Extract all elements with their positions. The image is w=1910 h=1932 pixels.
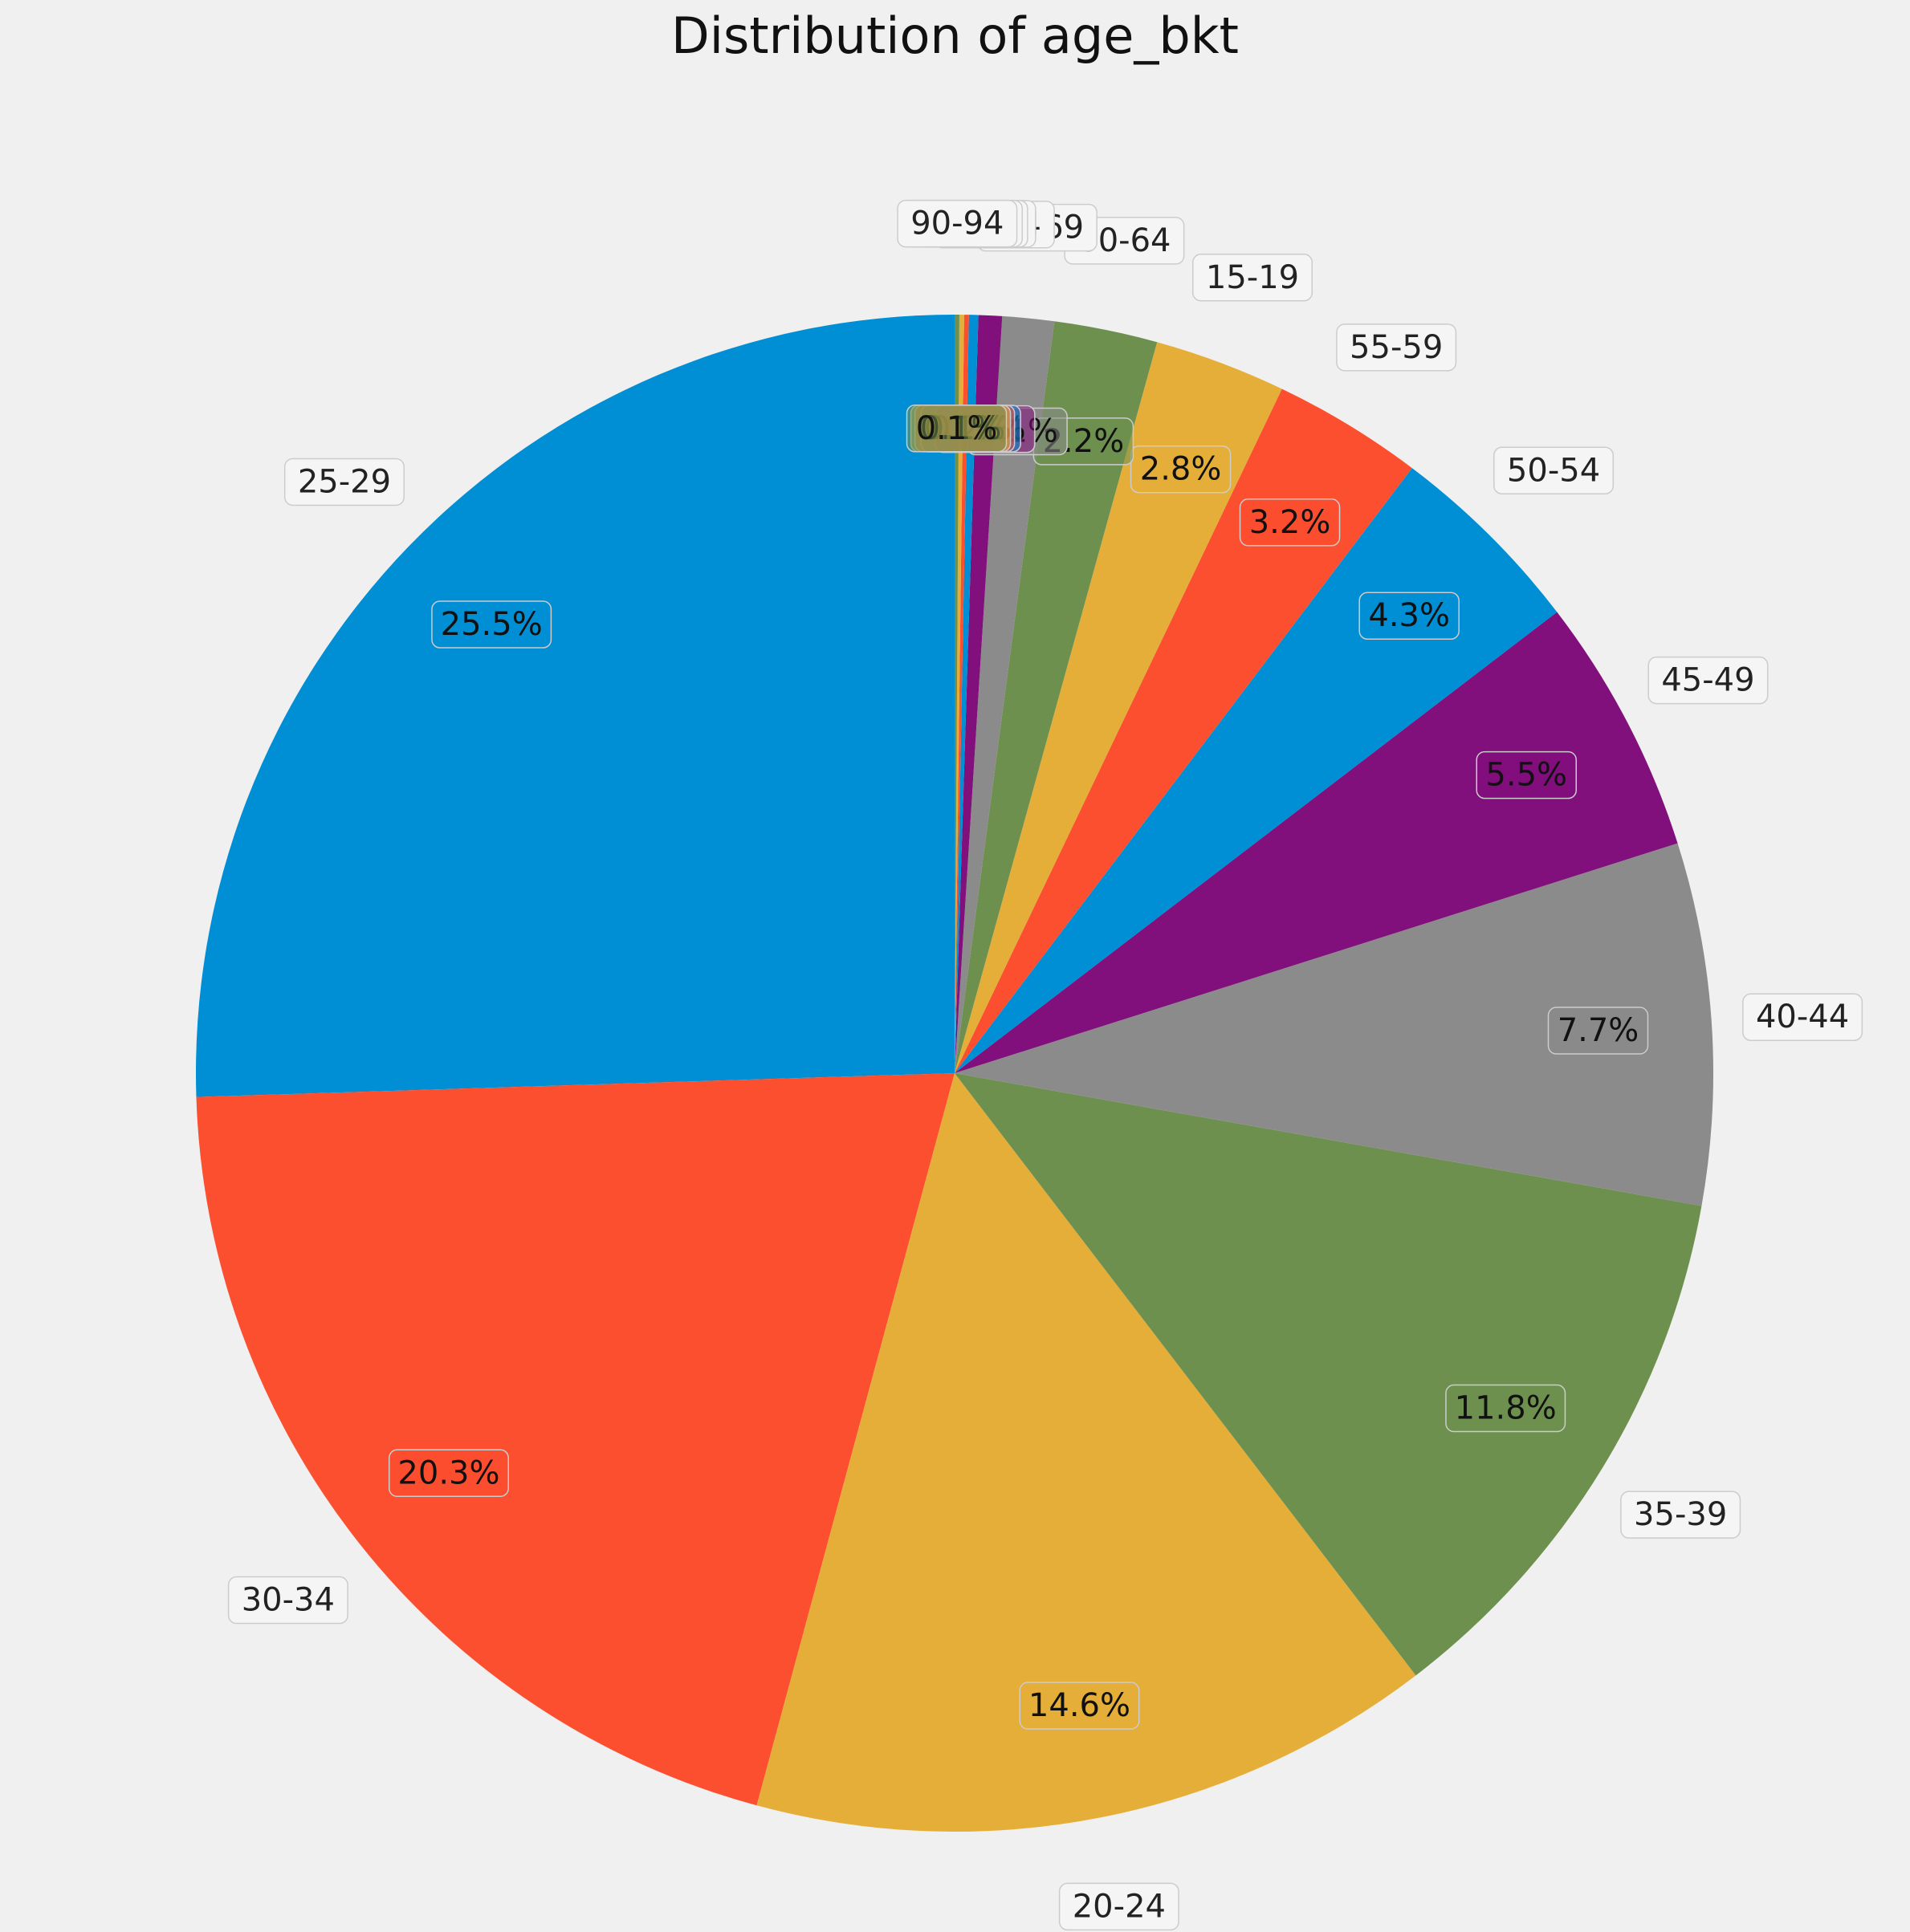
slice-label-30-34-box	[227, 1576, 348, 1625]
pct-label-55-59: 3.2%	[1239, 498, 1341, 547]
slice-label-15-19-box	[1192, 254, 1313, 302]
pie-slice-55-59	[955, 388, 1412, 1073]
pct-label-50-54-text: 4.3%	[1368, 597, 1450, 634]
pct-label-35-39-box	[1445, 1384, 1566, 1433]
slice-label-90-94: 90-94	[897, 199, 1018, 248]
slice-label-15-19: 15-19	[1192, 254, 1313, 302]
chart-title: Distribution of age_bkt	[671, 6, 1239, 65]
pct-label-55-59-text: 3.2%	[1249, 504, 1331, 541]
slice-label-90-94-text: 90-94	[910, 205, 1004, 242]
slice-label-25-29-text: 25-29	[298, 463, 391, 500]
pie-slices	[196, 315, 1713, 1832]
pie-slice-80-84	[955, 315, 969, 1074]
pct-label-20-24-box	[1019, 1682, 1140, 1730]
slice-label-35-39-box	[1620, 1491, 1741, 1539]
pct-label-15-19: 2.8%	[1130, 445, 1232, 494]
slice-label-45-49-box	[1647, 656, 1769, 705]
slice-label-90-94-box	[897, 199, 1018, 248]
pie-slice-60-64	[955, 321, 1158, 1073]
slice-label-50-54-text: 50-54	[1507, 452, 1600, 489]
pie-slice-25-29	[196, 315, 955, 1097]
slice-label-45-49: 45-49	[1647, 656, 1769, 705]
pct-label-55-59-box	[1239, 498, 1341, 547]
pct-label-30-34-text: 20.3%	[397, 1454, 499, 1491]
slice-label-55-59: 55-59	[1336, 323, 1457, 372]
pct-label-50-54-box	[1358, 592, 1460, 640]
slice-label-50-54: 50-54	[1493, 446, 1615, 495]
pie-slice-30-34	[196, 1073, 955, 1806]
slice-label-50-54-box	[1493, 446, 1615, 495]
pct-label-40-44-box	[1547, 1007, 1649, 1055]
slice-label-40-44-text: 40-44	[1756, 999, 1849, 1035]
pie-slice-70-74	[955, 315, 1003, 1073]
pie-slice-20-24	[756, 1073, 1416, 1832]
pct-label-25-29-text: 25.5%	[441, 606, 543, 643]
pct-label-45-49-text: 5.5%	[1485, 757, 1567, 794]
slice-label-35-39: 35-39	[1620, 1491, 1741, 1539]
pct-label-35-39-text: 11.8%	[1455, 1390, 1557, 1427]
slice-label-20-24-text: 20-24	[1073, 1888, 1166, 1925]
pct-label-30-34-box	[388, 1449, 509, 1498]
pct-label-40-44-text: 7.7%	[1558, 1012, 1639, 1049]
pct-label-20-24: 14.6%	[1019, 1682, 1140, 1730]
slice-label-40-44: 40-44	[1742, 993, 1863, 1041]
pie-labels: 25.5% 25-29 20.3% 30-34 14.6% 20-24 11.8% 35-39…	[227, 199, 1863, 1931]
pct-label-20-24-text: 14.6%	[1028, 1687, 1130, 1724]
pct-label-45-49: 5.5%	[1476, 750, 1577, 799]
slice-label-15-19-text: 15-19	[1206, 259, 1299, 296]
slice-label-55-59-text: 55-59	[1350, 329, 1443, 366]
slice-label-25-29-box	[283, 458, 405, 506]
pct-label-15-19-text: 2.8%	[1140, 451, 1222, 488]
pie-slice-45-49	[955, 612, 1678, 1073]
pct-label-45-49-box	[1476, 750, 1577, 799]
slice-label-30-34-text: 30-34	[242, 1582, 335, 1619]
pct-label-50-54: 4.3%	[1358, 592, 1460, 640]
pct-label-25-29-box	[431, 600, 552, 649]
pie-slice-85-89	[955, 315, 964, 1073]
pie-slice-90-94	[955, 315, 959, 1073]
pct-label-15-19-box	[1130, 445, 1232, 494]
pie-slice-35-39	[955, 1073, 1702, 1676]
slice-label-45-49-text: 45-49	[1661, 662, 1754, 699]
pct-label-90-94-text: 0.1%	[916, 410, 998, 447]
pct-label-35-39: 11.8%	[1445, 1384, 1566, 1433]
slice-label-30-34: 30-34	[227, 1576, 348, 1625]
pct-label-30-34: 20.3%	[388, 1449, 509, 1498]
slice-label-25-29: 25-29	[283, 458, 405, 506]
pct-label-40-44: 7.7%	[1547, 1007, 1649, 1055]
pie-slice-65-69	[955, 315, 1055, 1073]
slice-label-40-44-box	[1742, 993, 1863, 1041]
slice-label-20-24: 20-24	[1058, 1882, 1179, 1931]
pie-slice-15-19	[955, 342, 1282, 1073]
slice-label-20-24-box	[1058, 1882, 1179, 1931]
pct-label-90-94: 0.1%	[906, 405, 1008, 453]
slice-label-55-59-box	[1336, 323, 1457, 372]
pct-label-25-29: 25.5%	[431, 600, 552, 649]
pie-slice-40-44	[955, 843, 1713, 1206]
slice-label-35-39-text: 35-39	[1634, 1496, 1727, 1533]
pct-label-90-94-box	[906, 405, 1008, 453]
pie-slice-75-79	[955, 315, 979, 1074]
